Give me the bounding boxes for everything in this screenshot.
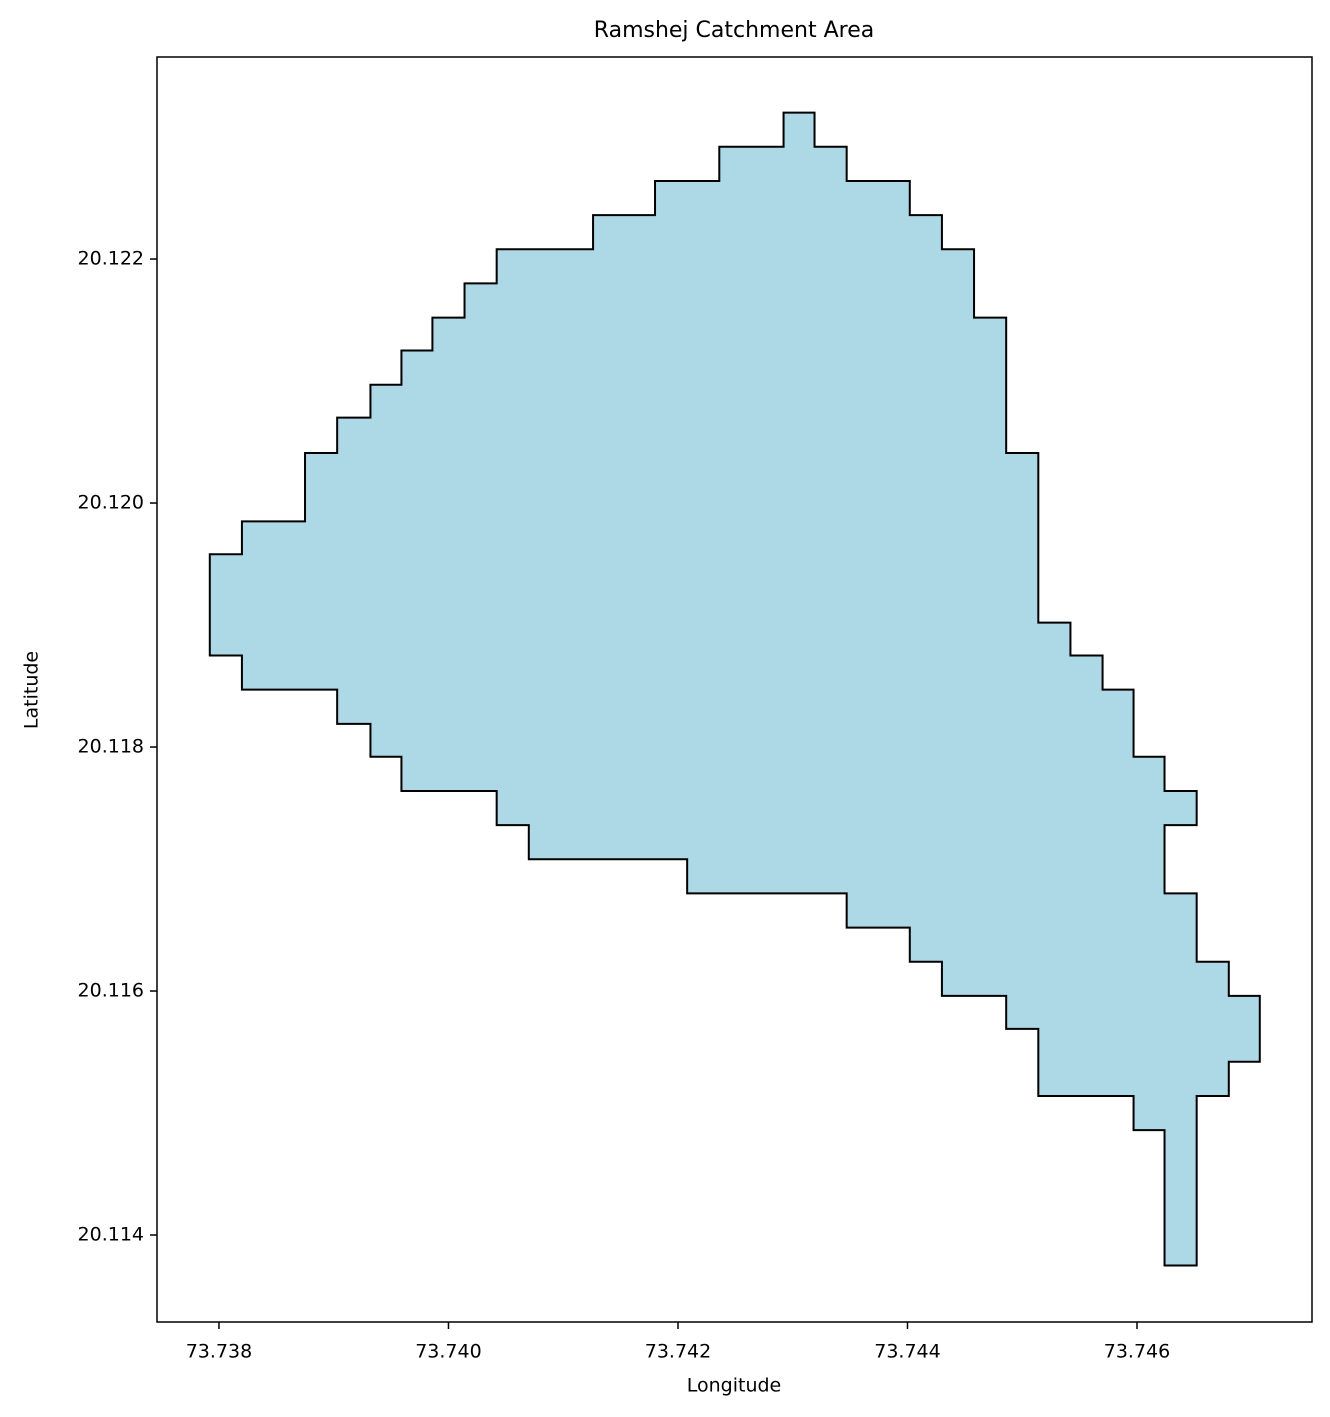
y-tick-label: 20.118 [78,736,144,758]
x-tick-label: 73.744 [874,1341,940,1363]
y-axis-label: Latitude [21,651,43,729]
x-tick-label: 73.746 [1104,1341,1170,1363]
x-axis-label: Longitude [687,1375,782,1397]
y-tick-label: 20.120 [78,492,144,514]
y-tick-label: 20.122 [78,248,144,270]
y-tick-label: 20.114 [78,1224,144,1246]
catchment-polygon [208,111,1261,1267]
plot-frame [156,56,1313,1323]
chart-title: Ramshej Catchment Area [594,18,874,43]
x-tick-label: 73.738 [186,1341,252,1363]
y-tick-label: 20.116 [78,980,144,1002]
x-tick-label: 73.740 [415,1341,481,1363]
x-tick-label: 73.742 [645,1341,711,1363]
